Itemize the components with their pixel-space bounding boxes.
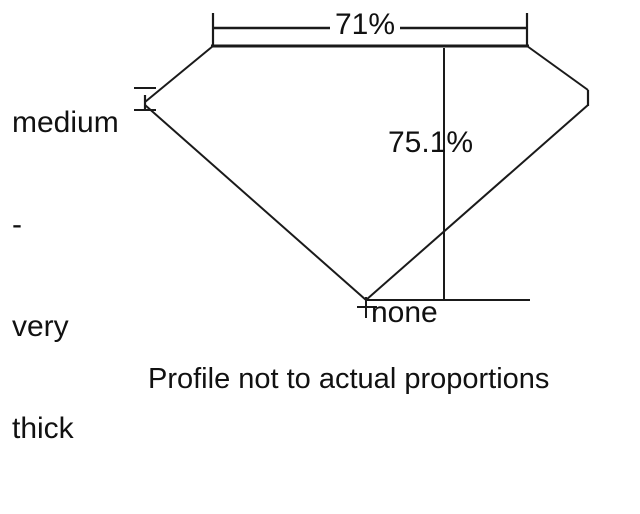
gem-profile-diagram: medium - very thick 71% 75.1% none Profi… bbox=[12, 9, 590, 445]
girdle-thickness-line-1: medium bbox=[12, 106, 119, 139]
depth-percent-label: 75.1% bbox=[388, 126, 474, 159]
crown-facet-right bbox=[526, 45, 589, 91]
girdle-thickness-label: medium - very thick bbox=[12, 38, 119, 514]
pavilion-facet-right bbox=[365, 104, 589, 301]
culet-label: none bbox=[371, 296, 438, 329]
diagram-caption: Profile not to actual proportions bbox=[148, 363, 550, 395]
profile-drawing bbox=[134, 13, 590, 318]
girdle-thickness-line-3: very bbox=[12, 310, 69, 343]
table-percent-label: 71% bbox=[330, 10, 401, 40]
girdle-thickness-line-4: thick bbox=[12, 412, 74, 445]
pavilion-facet-left bbox=[144, 104, 367, 301]
crown-facet-left bbox=[144, 45, 214, 103]
girdle-thickness-line-2: - bbox=[12, 208, 22, 241]
